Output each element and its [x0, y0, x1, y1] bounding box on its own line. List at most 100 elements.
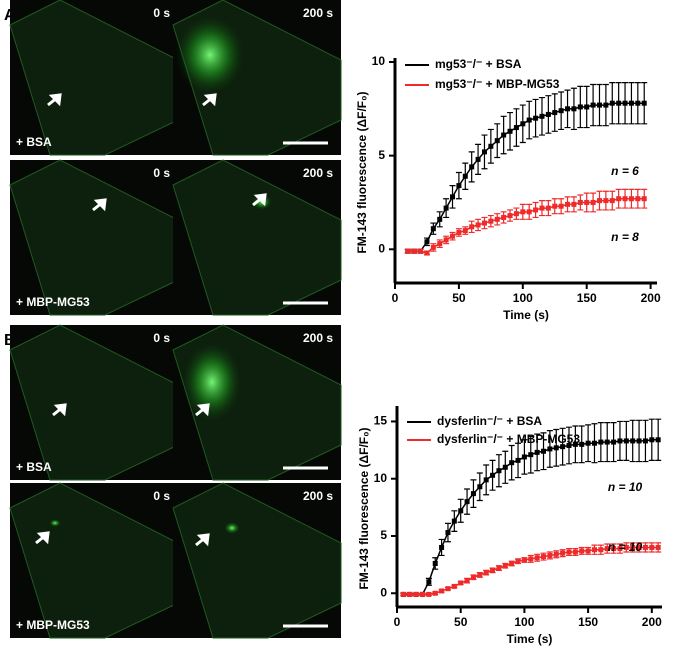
condition-label: + BSA: [16, 460, 52, 474]
marker: [585, 440, 591, 446]
marker: [430, 226, 436, 232]
marker: [545, 111, 551, 117]
marker: [617, 438, 623, 444]
marker: [470, 574, 476, 580]
muscle-fiber: [172, 159, 342, 316]
time-label: 0 s: [153, 489, 170, 503]
muscle-fiber: [172, 482, 342, 639]
marker: [450, 194, 456, 200]
marker: [481, 149, 487, 155]
marker: [649, 544, 655, 550]
marker: [655, 544, 661, 550]
x-tick-label: 0: [394, 615, 401, 629]
marker: [630, 544, 636, 550]
marker: [475, 222, 481, 228]
marker: [424, 250, 430, 256]
marker: [616, 196, 622, 202]
marker: [477, 572, 483, 578]
marker: [458, 580, 464, 586]
marker: [481, 220, 487, 226]
marker: [521, 454, 527, 460]
arrow: [195, 533, 210, 547]
y-axis-label: FM-143 fluorescence (ΔF/F₀): [355, 91, 369, 253]
marker: [539, 113, 545, 119]
marker: [628, 100, 634, 106]
marker: [426, 591, 432, 597]
marker: [611, 439, 617, 445]
marker: [572, 549, 578, 555]
marker: [458, 508, 464, 514]
marker: [577, 199, 583, 205]
marker: [528, 452, 534, 458]
marker: [507, 213, 513, 219]
y-tick-label: 0: [380, 585, 387, 599]
marker: [533, 207, 539, 213]
marker: [411, 248, 417, 254]
arrow: [92, 198, 107, 212]
marker: [502, 563, 508, 569]
arrow: [252, 193, 267, 207]
condition-label: + BSA: [16, 135, 52, 149]
arrow: [47, 93, 62, 107]
marker: [553, 445, 559, 451]
marker: [469, 224, 475, 230]
marker: [577, 104, 583, 110]
y-tick-label: 10: [374, 471, 388, 485]
marker: [407, 591, 413, 597]
marker: [635, 100, 641, 106]
marker: [443, 237, 449, 243]
y-tick-label: 0: [378, 241, 385, 255]
time-label: 200 s: [303, 489, 333, 503]
legend-label: dysferlin⁻/⁻ + BSA: [437, 414, 542, 428]
marker: [603, 198, 609, 204]
marker: [464, 578, 470, 584]
marker: [609, 100, 615, 106]
marker: [558, 108, 564, 114]
marker: [571, 201, 577, 207]
marker: [400, 591, 406, 597]
legend-label: mg53⁻/⁻ + MBP-MG53: [435, 77, 560, 91]
marker: [611, 546, 617, 552]
marker: [591, 547, 597, 553]
marker: [470, 491, 476, 497]
marker: [596, 198, 602, 204]
marker: [439, 544, 445, 550]
x-tick-label: 150: [577, 291, 597, 305]
marker: [590, 102, 596, 108]
marker: [534, 449, 540, 455]
x-tick-label: 50: [454, 615, 468, 629]
x-tick-label: 200: [642, 615, 662, 629]
marker: [565, 201, 571, 207]
marker: [488, 218, 494, 224]
marker: [502, 464, 508, 470]
annotation: n = 10: [608, 540, 643, 554]
y-tick-label: 15: [374, 414, 388, 428]
x-tick-label: 200: [641, 291, 661, 305]
marker: [426, 579, 432, 585]
y-tick-label: 5: [378, 148, 385, 162]
marker: [630, 438, 636, 444]
marker: [490, 472, 496, 478]
marker: [566, 443, 572, 449]
marker: [635, 196, 641, 202]
marker: [545, 205, 551, 211]
marker: [560, 444, 566, 450]
marker: [520, 121, 526, 127]
marker: [603, 102, 609, 108]
marker: [541, 554, 547, 560]
marker: [558, 203, 564, 209]
y-tick-label: 10: [372, 54, 386, 68]
marker: [622, 100, 628, 106]
marker: [572, 441, 578, 447]
marker: [560, 550, 566, 556]
annotation: n = 10: [608, 480, 643, 494]
x-tick-label: 100: [513, 291, 533, 305]
marker: [456, 183, 462, 189]
x-tick-label: 100: [514, 615, 534, 629]
marker: [520, 209, 526, 215]
marker: [477, 484, 483, 490]
marker: [456, 229, 462, 235]
annotation: n = 6: [611, 164, 639, 178]
marker: [596, 102, 602, 108]
